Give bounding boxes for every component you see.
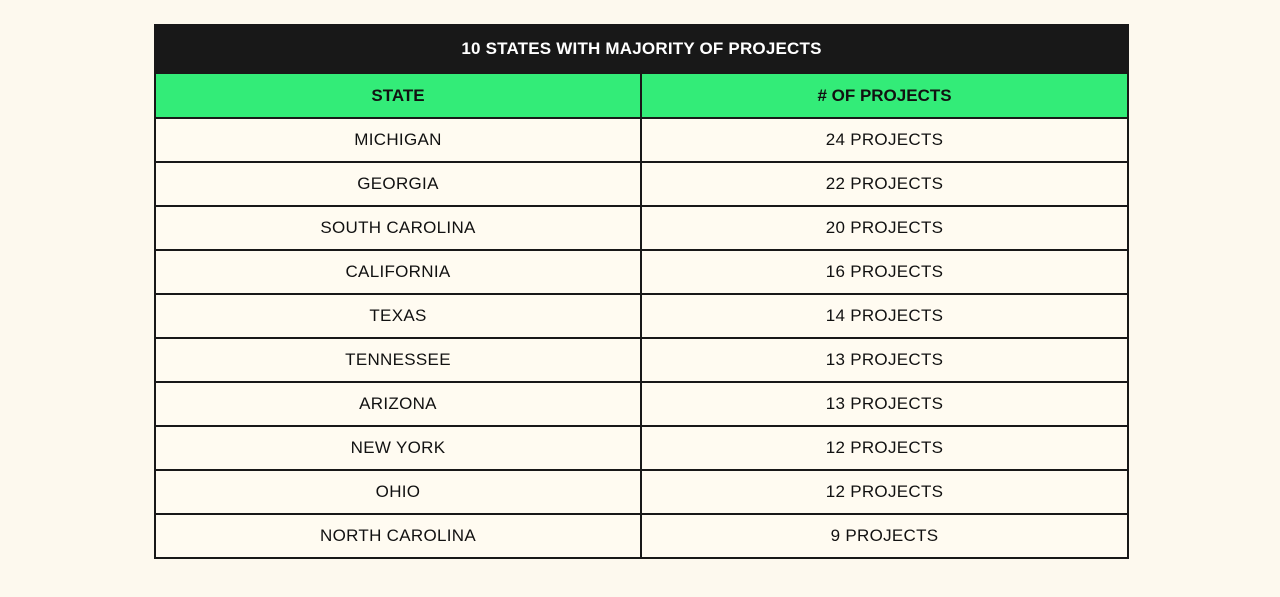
table-title-row: 10 STATES WITH MAJORITY OF PROJECTS (153, 24, 1130, 74)
table-row: NEW YORK 12 PROJECTS (154, 425, 1130, 471)
table-row: NORTH CAROLINA 9 PROJECTS (154, 513, 1130, 559)
table-row: TENNESSEE 13 PROJECTS (154, 337, 1130, 383)
state-cell: TENNESSEE (154, 337, 642, 383)
state-cell: GEORGIA (154, 161, 642, 207)
projects-table: 10 STATES WITH MAJORITY OF PROJECTS STAT… (153, 24, 1130, 559)
projects-cell: 16 PROJECTS (639, 249, 1130, 295)
table-title: 10 STATES WITH MAJORITY OF PROJECTS (153, 24, 1130, 74)
table-row: OHIO 12 PROJECTS (154, 469, 1130, 515)
state-cell: SOUTH CAROLINA (154, 205, 642, 251)
table-row: MICHIGAN 24 PROJECTS (154, 117, 1130, 163)
projects-table-container: 10 STATES WITH MAJORITY OF PROJECTS STAT… (153, 24, 1130, 559)
table-row: ARIZONA 13 PROJECTS (154, 381, 1130, 427)
state-cell: OHIO (154, 469, 642, 515)
projects-cell: 12 PROJECTS (639, 469, 1130, 515)
state-cell: NORTH CAROLINA (154, 513, 642, 559)
projects-cell: 12 PROJECTS (639, 425, 1130, 471)
table-header-row: STATE # OF PROJECTS (154, 72, 1130, 119)
column-header-state: STATE (154, 72, 642, 119)
state-cell: MICHIGAN (154, 117, 642, 163)
projects-cell: 13 PROJECTS (639, 381, 1130, 427)
projects-cell: 9 PROJECTS (639, 513, 1130, 559)
state-cell: NEW YORK (154, 425, 642, 471)
projects-cell: 13 PROJECTS (639, 337, 1130, 383)
projects-cell: 24 PROJECTS (639, 117, 1130, 163)
projects-cell: 20 PROJECTS (639, 205, 1130, 251)
table-row: TEXAS 14 PROJECTS (154, 293, 1130, 339)
table-row: CALIFORNIA 16 PROJECTS (154, 249, 1130, 295)
state-cell: CALIFORNIA (154, 249, 642, 295)
table-row: SOUTH CAROLINA 20 PROJECTS (154, 205, 1130, 251)
state-cell: TEXAS (154, 293, 642, 339)
column-header-projects: # OF PROJECTS (639, 72, 1130, 119)
table-row: GEORGIA 22 PROJECTS (154, 161, 1130, 207)
projects-cell: 14 PROJECTS (639, 293, 1130, 339)
state-cell: ARIZONA (154, 381, 642, 427)
projects-cell: 22 PROJECTS (639, 161, 1130, 207)
